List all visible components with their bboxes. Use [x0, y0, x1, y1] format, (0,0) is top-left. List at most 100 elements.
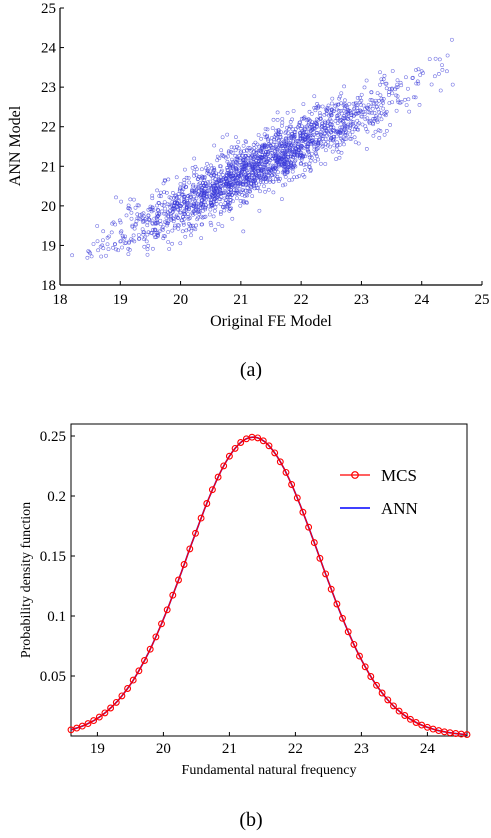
mcs-marker [327, 585, 335, 593]
scatter-point [132, 226, 137, 231]
scatter-point [257, 148, 262, 153]
x-tick-labels: 18 19 20 21 22 23 24 25 [53, 281, 490, 308]
scatter-point [450, 37, 454, 42]
scatter-point [300, 124, 304, 129]
scatter-point [238, 176, 243, 181]
scatter-point [267, 160, 272, 165]
scatter-point [205, 170, 210, 175]
scatter-point [320, 137, 325, 141]
scatter-point [202, 176, 207, 180]
scatter-point [349, 113, 354, 117]
scatter-point [334, 134, 339, 139]
scatter-point [182, 178, 187, 182]
scatter-point [212, 167, 217, 172]
scatter-point [268, 176, 273, 181]
scatter-point [301, 102, 306, 106]
scatter-point [220, 168, 224, 173]
scatter-point [342, 84, 346, 89]
scatter-point [247, 175, 252, 180]
scatter-point [105, 242, 110, 247]
scatter-point [276, 177, 280, 181]
scatter-point [238, 184, 242, 189]
mcs-marker [203, 500, 211, 507]
scatter-point [338, 94, 342, 99]
scatter-point [241, 153, 245, 158]
scatter-point [166, 219, 171, 224]
scatter-point [226, 185, 231, 189]
x-tick-label: 19 [113, 292, 128, 308]
scatter-point [303, 127, 308, 131]
scatter-point [399, 100, 404, 104]
scatter-point [145, 223, 150, 228]
scatter-point [146, 207, 151, 212]
scatter-point [394, 93, 398, 98]
scatter-point [323, 142, 328, 147]
mcs-marker [339, 614, 346, 622]
scatter-point [411, 95, 416, 100]
scatter-point [275, 118, 280, 122]
scatter-point [223, 177, 228, 182]
scatter-point [375, 118, 380, 123]
scatter-point [187, 180, 192, 185]
scatter-point [213, 227, 218, 232]
scatter-point [309, 112, 314, 116]
scatter-point [283, 155, 288, 159]
scatter-point [306, 141, 310, 146]
scatter-point [187, 216, 192, 220]
x-ticks: 19 20 21 22 23 24 [90, 732, 435, 757]
scatter-point [182, 194, 187, 199]
scatter-point [316, 117, 321, 122]
scatter-point [293, 146, 298, 151]
scatter-point [213, 205, 218, 210]
x-axis-label: Fundamental natural frequency [182, 763, 357, 778]
scatter-point [178, 204, 183, 208]
scatter-point [324, 148, 328, 153]
scatter-point [182, 209, 187, 214]
scatter-point [362, 85, 367, 90]
scatter-point [144, 239, 149, 244]
mcs-marker [373, 681, 380, 689]
scatter-point [314, 117, 319, 122]
scatter-point [280, 123, 284, 128]
scatter-point [271, 146, 276, 150]
scatter-point [219, 148, 224, 153]
scatter-point [219, 191, 224, 196]
scatter-point [315, 154, 319, 158]
scatter-point [233, 174, 237, 179]
scatter-point [219, 179, 223, 184]
scatter-point [239, 190, 243, 194]
scatter-point [212, 168, 216, 173]
scatter-point [276, 146, 280, 151]
scatter-point [106, 247, 111, 251]
mcs-marker [95, 713, 103, 721]
scatter-point [256, 186, 260, 190]
scatter-point [218, 202, 223, 206]
scatter-point [326, 132, 331, 137]
scatter-point [200, 222, 204, 227]
scatter-point [258, 162, 263, 166]
scatter-point [338, 142, 342, 147]
scatter-points [70, 37, 455, 260]
scatter-point [303, 154, 307, 159]
scatter-point [192, 156, 197, 161]
scatter-point [129, 210, 134, 215]
scatter-point [166, 177, 171, 182]
scatter-point [233, 153, 238, 158]
scatter-point [278, 176, 282, 181]
scatter-point [172, 206, 177, 210]
scatter-point [237, 153, 241, 158]
scatter-point [379, 96, 384, 101]
scatter-point [292, 159, 297, 164]
scatter-point [227, 192, 232, 197]
scatter-point [313, 150, 318, 155]
scatter-point [351, 120, 356, 124]
mcs-marker [129, 676, 137, 684]
scatter-point [247, 162, 251, 167]
scatter-point [371, 102, 376, 107]
scatter-point [197, 212, 202, 216]
scatter-point [198, 181, 202, 186]
scatter-point [328, 138, 333, 142]
scatter-point [183, 199, 187, 204]
scatter-point [178, 241, 183, 246]
scatter-point [199, 185, 204, 190]
